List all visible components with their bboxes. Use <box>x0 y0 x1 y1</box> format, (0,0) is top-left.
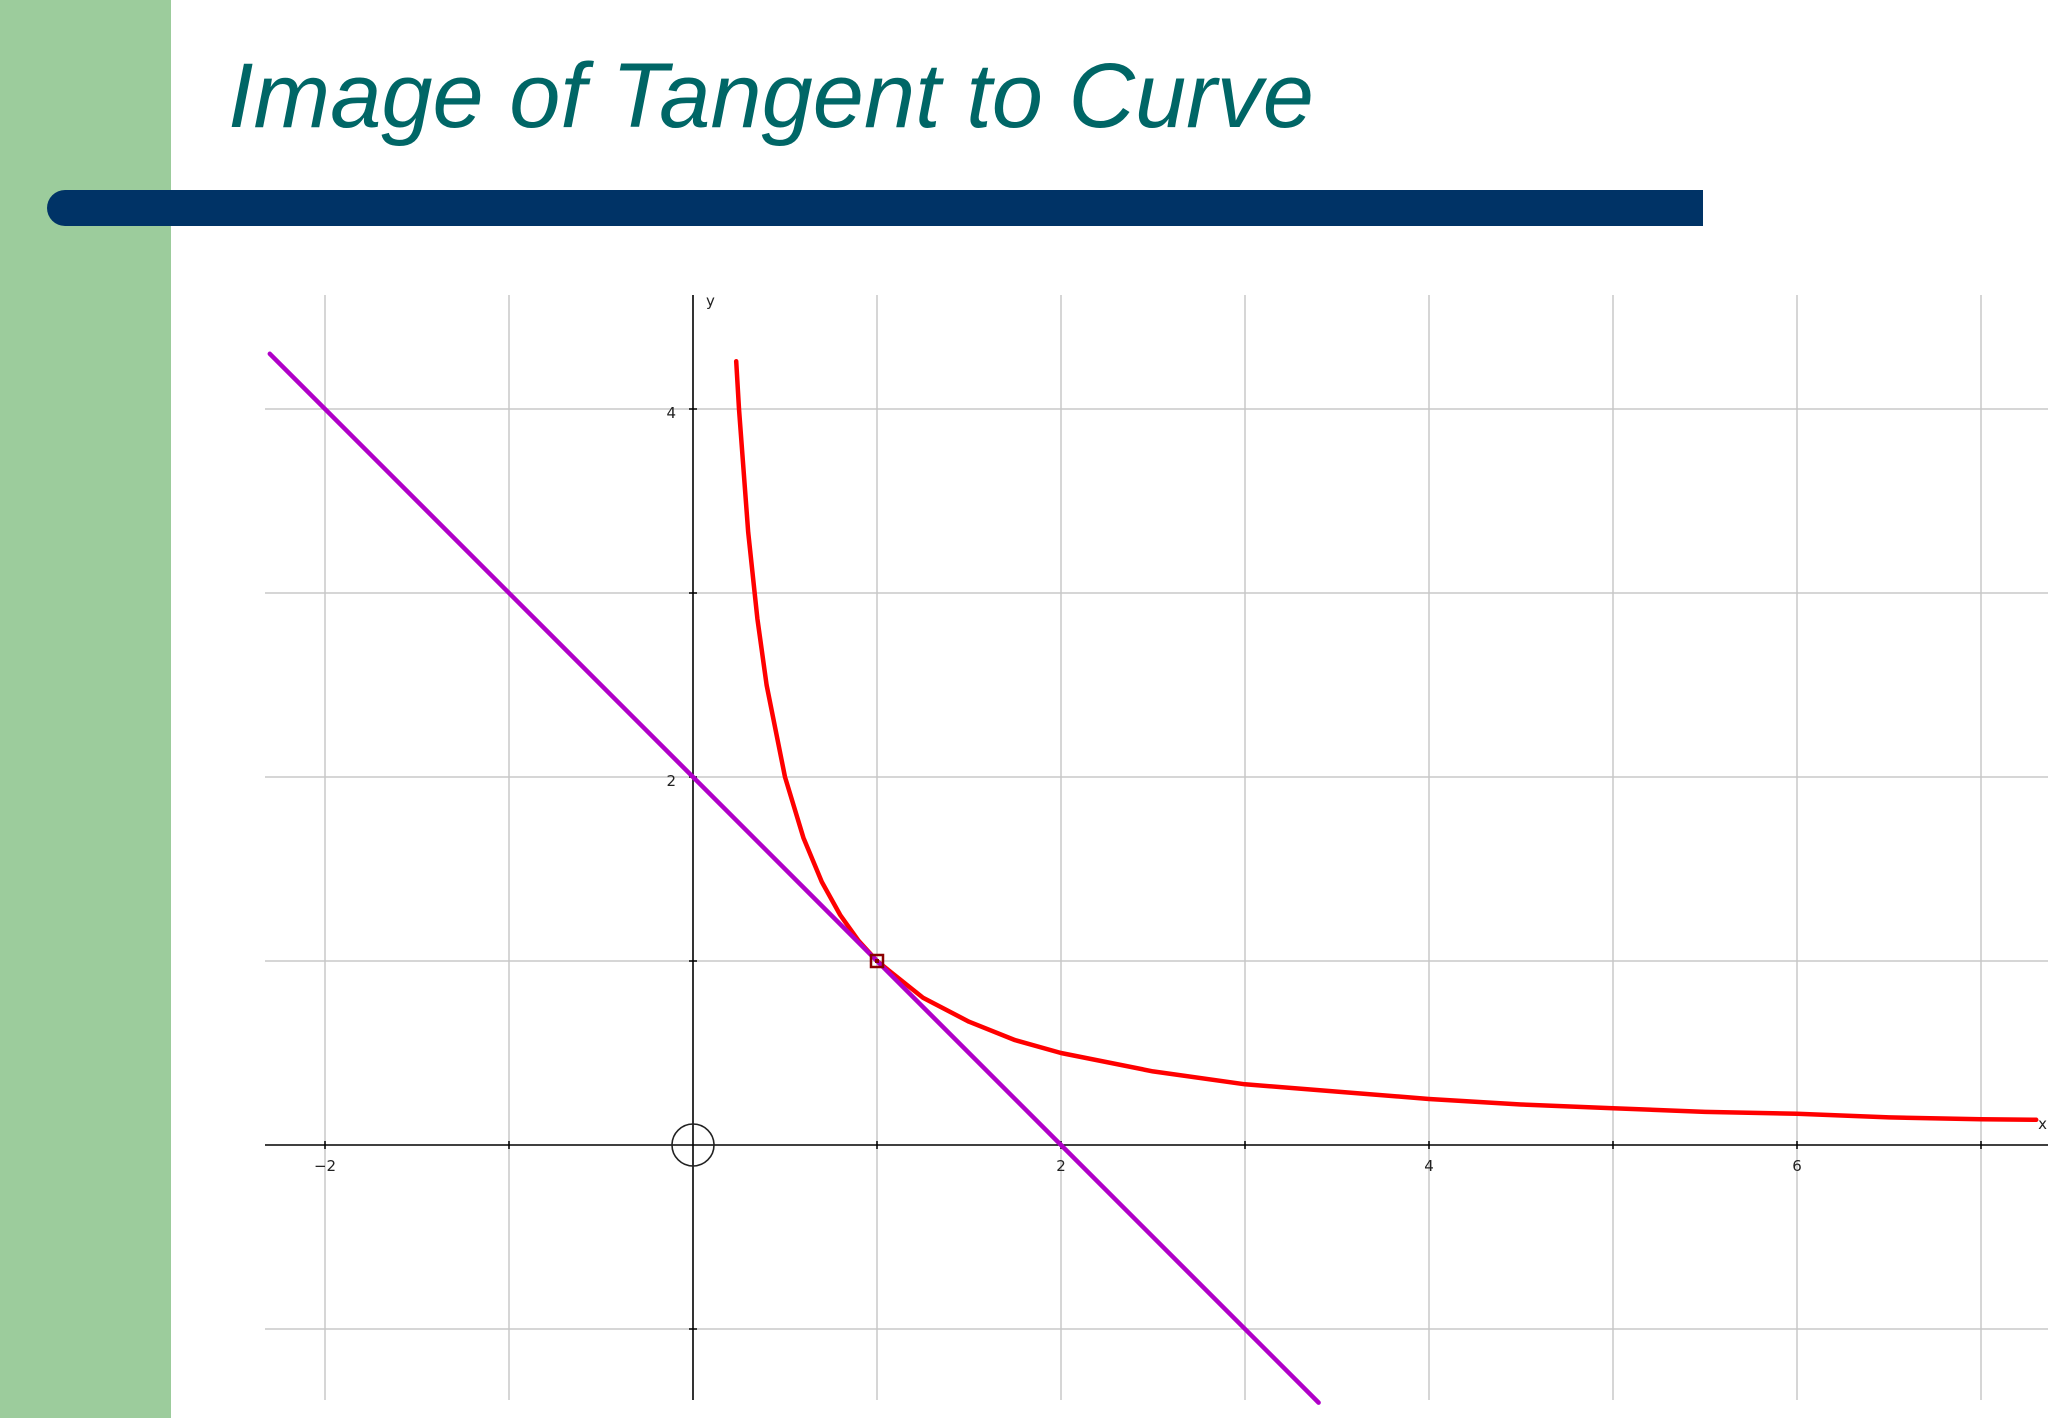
curve-series <box>733 358 2039 1123</box>
y-tick-label: 4 <box>666 404 676 422</box>
series-group <box>267 351 2039 1405</box>
point-markers <box>671 953 885 1167</box>
x-tick-label: 6 <box>1792 1157 1802 1175</box>
tangency-point-marker <box>869 953 885 969</box>
origin-marker <box>671 1123 715 1167</box>
left-decorative-band <box>0 0 171 1418</box>
slide-title: Image of Tangent to Curve <box>228 45 1314 147</box>
tick-labels: −2 2 4 6 2 4 y x <box>314 292 2047 1175</box>
tangency-point-center <box>875 959 879 963</box>
x-axis-label: x <box>2038 1115 2047 1133</box>
x-tick-label: 2 <box>1056 1157 1066 1175</box>
grid-lines <box>265 295 2048 1400</box>
x-tick-label: 4 <box>1424 1157 1434 1175</box>
tangent-line-series <box>267 351 1321 1405</box>
content-panel <box>171 0 2048 1418</box>
axis-ticks <box>324 408 1982 1330</box>
axes <box>265 295 2048 1400</box>
y-axis-label: y <box>706 292 715 310</box>
title-underline-bar <box>47 190 1703 226</box>
y-tick-label: 2 <box>666 772 676 790</box>
x-tick-label: −2 <box>314 1157 336 1175</box>
